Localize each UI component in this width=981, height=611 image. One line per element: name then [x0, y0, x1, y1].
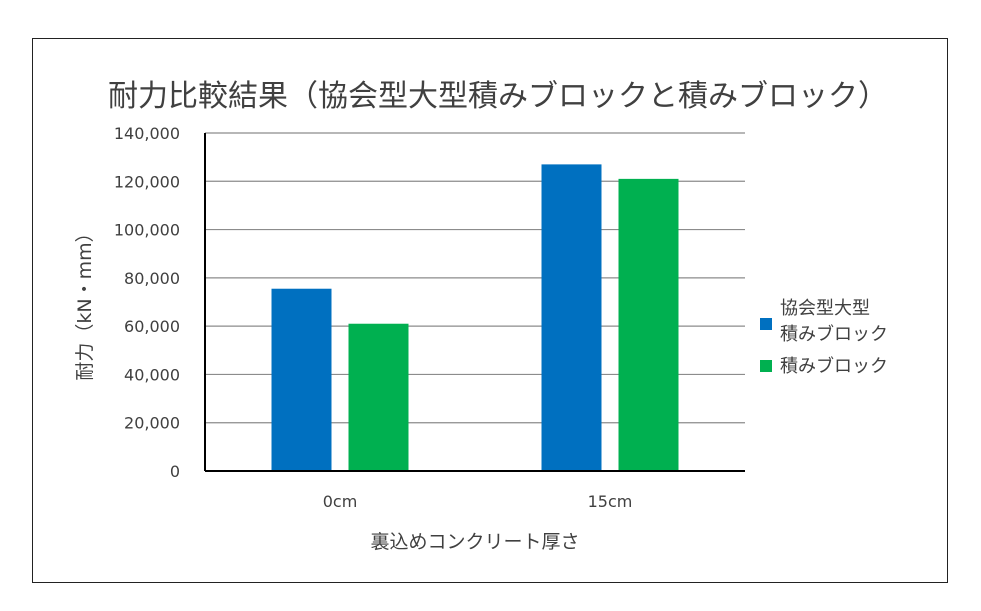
legend-label-kyokai-block: 協会型大型積みブロック	[780, 298, 888, 345]
legend-label-tsumi-block: 積みブロック	[780, 355, 888, 377]
y-tick-label: 0	[170, 462, 180, 481]
y-tick-label: 60,000	[124, 317, 180, 336]
x-axis-title: 裏込めコンクリート厚さ	[370, 531, 579, 553]
y-tick-label: 120,000	[114, 172, 180, 191]
bar-kyokai-block-15cm	[541, 164, 602, 471]
y-tick-labels: 0 20,000 40,000 60,000 80,000 100,000 120,000 1…	[114, 124, 180, 481]
bar-kyokai-block-0cm	[271, 288, 332, 471]
x-tick-labels: 0cm 15cm	[323, 492, 633, 511]
legend-swatch-kyokai-block	[760, 318, 772, 330]
bar-tsumi-block-15cm	[618, 178, 679, 471]
y-tick-label: 140,000	[114, 124, 180, 143]
y-tick-label: 80,000	[124, 269, 180, 288]
bar-tsumi-block-0cm	[348, 323, 409, 471]
y-tick-label: 40,000	[124, 365, 180, 384]
bars	[271, 164, 679, 471]
chart-title: 耐力比較結果（協会型大型積みブロックと積みブロック）	[108, 79, 888, 114]
y-tick-label: 100,000	[114, 221, 180, 240]
x-tick-label: 0cm	[323, 492, 358, 511]
y-tick-label: 20,000	[124, 414, 180, 433]
y-axis-title: 耐力（kN・mm）	[74, 223, 96, 380]
legend-swatch-tsumi-block	[760, 360, 772, 372]
x-tick-label: 15cm	[588, 492, 633, 511]
chart-frame	[32, 38, 948, 583]
